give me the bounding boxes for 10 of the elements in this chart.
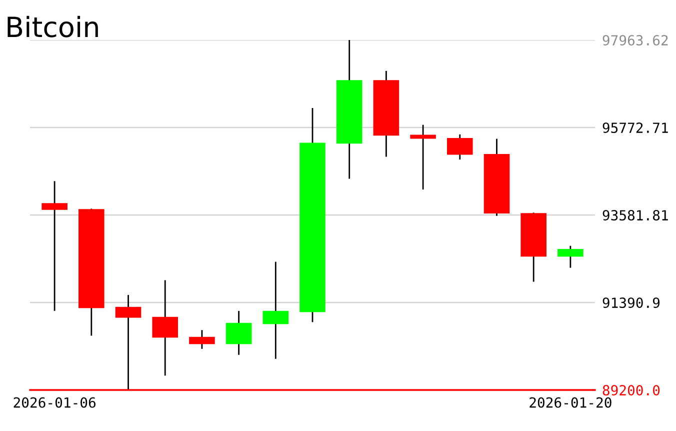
candlestick (410, 124, 436, 190)
y-tick-label: 91390.9 (602, 298, 660, 308)
y-tick-label: 89200.0 (602, 385, 660, 396)
y-tick-label: 95772.71 (602, 122, 668, 134)
x-tick-label: 2026-01-06 (14, 397, 96, 408)
y-tick-label: 93581.81 (602, 210, 668, 221)
y-tick-label: 97963.62 (602, 35, 668, 46)
x-tick-label: 2026-01-20 (530, 397, 612, 408)
chart-title: Bitcoin (8, 16, 98, 38)
candlestick (42, 180, 68, 312)
